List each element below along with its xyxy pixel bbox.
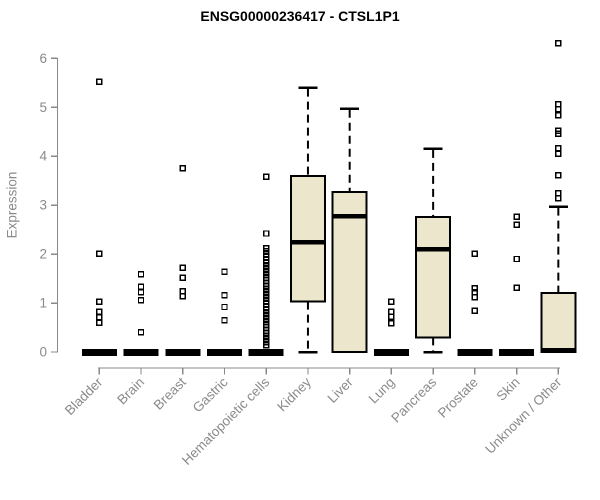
box-liver [331, 190, 368, 353]
median-line-liver [332, 213, 367, 219]
outlier-point-prostate [471, 285, 479, 292]
outlier-point-gastric [221, 303, 228, 311]
collapsed-box-prostate [457, 349, 493, 356]
outlier-point-bladder [96, 314, 103, 321]
outlier-point-skin [513, 221, 520, 228]
y-tick-label: 0 [39, 345, 47, 360]
collapsed-box-lung [373, 349, 409, 356]
outlier-point-bladder [96, 250, 103, 257]
outlier-point-breast [179, 274, 186, 281]
y-tick-label: 1 [39, 296, 47, 311]
box-pancreas [415, 215, 452, 339]
y-tick-label: 6 [39, 51, 47, 66]
x-tick-label-kidney: Kidney [274, 374, 314, 414]
outlier-point-unknown-other [555, 195, 562, 202]
collapsed-box-bladder [81, 349, 117, 356]
outlier-point-unknown-other [555, 145, 562, 152]
x-tick-label-breast: Breast [151, 374, 189, 412]
outlier-point-hematopoietic-cells [263, 230, 270, 237]
outlier-point-skin [513, 255, 520, 263]
y-tick-label: 4 [39, 149, 47, 164]
box-unknown-other [540, 291, 577, 354]
outlier-point-lung [388, 313, 395, 320]
outlier-point-bladder [96, 319, 103, 326]
outlier-point-prostate [471, 307, 479, 315]
chart-title: ENSG00000236417 - CTSL1P1 [200, 8, 400, 24]
x-tick-label-bladder: Bladder [62, 374, 106, 418]
collapsed-box-brain [123, 349, 159, 356]
outlier-point-unknown-other [555, 106, 562, 113]
x-tick-label-liver: Liver [325, 374, 357, 406]
outlier-point-lung [388, 298, 395, 305]
outlier-point-brain [137, 296, 145, 304]
collapsed-box-breast [165, 349, 201, 356]
outlier-point-bladder [96, 298, 103, 305]
outlier-point-bladder [96, 308, 103, 316]
outlier-point-unknown-other [555, 130, 562, 137]
median-line-kidney [290, 239, 325, 245]
y-tick-label: 5 [39, 100, 47, 115]
outlier-point-brain [137, 329, 145, 336]
outlier-point-unknown-other [555, 111, 562, 119]
y-tick-label: 3 [39, 198, 47, 213]
box-kidney [289, 174, 326, 303]
outlier-point-lung [388, 319, 395, 327]
outlier-point-brain [137, 270, 145, 278]
median-line-pancreas [416, 247, 451, 252]
x-tick-label-unknown-other: Unknown / Other [482, 374, 565, 457]
outlier-point-gastric [221, 316, 228, 324]
outlier-point-breast [179, 292, 186, 300]
outlier-point-breast [179, 264, 186, 272]
x-tick-label-brain: Brain [114, 375, 147, 408]
outlier-point-bladder [96, 78, 103, 85]
outlier-point-unknown-other [555, 150, 562, 157]
collapsed-box-gastric [206, 349, 242, 356]
outlier-point-skin [513, 213, 520, 221]
outlier-point-prostate [471, 293, 479, 301]
outlier-point-brain [137, 289, 145, 296]
outlier-point-brain [137, 283, 145, 291]
x-tick-label-gastric: Gastric [190, 374, 231, 415]
outlier-point-gastric [221, 268, 228, 275]
x-tick-label-skin: Skin [494, 375, 523, 404]
outlier-point-prostate [471, 250, 479, 257]
y-tick-label: 2 [39, 247, 47, 262]
x-tick-label-lung: Lung [366, 375, 398, 407]
outlier-point-gastric [221, 292, 228, 299]
median-line-unknown-other [541, 348, 576, 353]
outlier-point-skin [513, 284, 520, 292]
collapsed-box-hematopoietic-cells [248, 349, 284, 356]
outlier-point-unknown-other [555, 39, 562, 47]
outlier-point-breast [179, 165, 186, 172]
outlier-point-hematopoietic-cells [263, 341, 270, 349]
outlier-point-hematopoietic-cells [263, 173, 270, 180]
x-tick-label-pancreas: Pancreas [388, 374, 439, 425]
collapsed-box-skin [499, 349, 535, 356]
outlier-point-unknown-other [555, 172, 562, 179]
x-tick-label-prostate: Prostate [435, 375, 481, 421]
